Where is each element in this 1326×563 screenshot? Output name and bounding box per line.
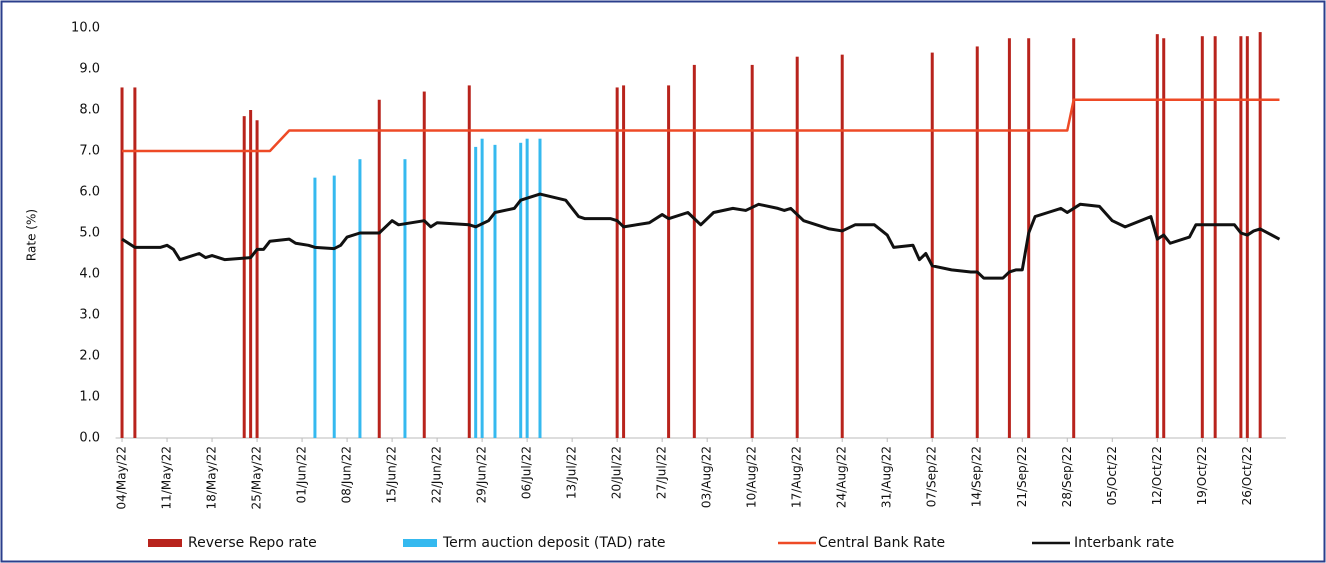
y-tick-label: 1.0 <box>79 390 100 405</box>
bar <box>750 64 754 439</box>
bar <box>840 54 844 439</box>
x-tick-label: 19/Oct/22 <box>1195 446 1209 505</box>
bar <box>358 159 362 438</box>
x-tick-label: 29/Jun/22 <box>475 446 489 503</box>
y-tick-label: 9.0 <box>79 62 100 77</box>
y-tick-label: 2.0 <box>79 349 100 364</box>
bar <box>795 56 799 438</box>
bar <box>249 110 253 438</box>
legend-label: Term auction deposit (TAD) rate <box>442 535 666 551</box>
bar <box>692 64 696 439</box>
x-tick-label: 08/Jun/22 <box>340 446 354 503</box>
legend-label: Reverse Repo rate <box>188 535 317 551</box>
x-tick-label: 13/Jul/22 <box>565 446 579 499</box>
y-tick-label: 10.0 <box>71 21 100 36</box>
x-tick-label: 14/Sep/22 <box>970 446 984 507</box>
bar <box>480 138 484 438</box>
bar <box>377 99 381 438</box>
bar <box>667 85 671 439</box>
x-tick-label: 27/Jul/22 <box>655 446 669 499</box>
x-tick-label: 26/Oct/22 <box>1240 446 1254 505</box>
bar <box>255 120 259 438</box>
legend-label: Central Bank Rate <box>818 535 945 551</box>
y-tick-label: 5.0 <box>79 226 100 241</box>
x-tick-label: 03/Aug/22 <box>700 446 714 508</box>
y-axis-label: Rate (%) <box>25 209 39 261</box>
bar <box>403 159 407 438</box>
bar <box>519 142 523 439</box>
legend-swatch <box>403 539 437 547</box>
x-tick-label: 22/Jun/22 <box>430 446 444 503</box>
x-tick-label: 17/Aug/22 <box>790 446 804 508</box>
x-tick-label: 07/Sep/22 <box>925 446 939 507</box>
bar <box>538 138 542 438</box>
bar <box>493 144 497 438</box>
bar <box>422 91 426 439</box>
y-tick-label: 7.0 <box>79 144 100 159</box>
bar <box>313 177 317 438</box>
legend-label: Interbank rate <box>1074 535 1174 551</box>
bar <box>332 175 336 438</box>
bar <box>1258 32 1262 438</box>
bar <box>615 87 619 438</box>
bar <box>1007 38 1011 438</box>
bar <box>1239 36 1243 438</box>
x-tick-label: 20/Jul/22 <box>610 446 624 499</box>
x-tick-label: 05/Oct/22 <box>1105 446 1119 505</box>
y-tick-label: 6.0 <box>79 185 100 200</box>
bar <box>133 87 137 438</box>
x-tick-label: 31/Aug/22 <box>880 446 894 508</box>
x-tick-label: 04/May/22 <box>115 446 129 509</box>
bar <box>1162 38 1166 438</box>
bar <box>930 52 934 438</box>
bar <box>1072 38 1076 438</box>
bar <box>622 85 626 439</box>
x-tick-label: 11/May/22 <box>160 446 174 509</box>
y-tick-label: 8.0 <box>79 103 100 118</box>
bar <box>525 138 529 438</box>
line <box>121 192 1281 280</box>
legend-swatch <box>148 539 182 547</box>
x-tick-label: 24/Aug/22 <box>835 446 849 508</box>
x-tick-label: 06/Jul/22 <box>520 446 534 499</box>
y-tick-label: 3.0 <box>79 308 100 323</box>
x-tick-label: 10/Aug/22 <box>745 446 759 508</box>
bar <box>120 87 124 438</box>
x-tick-label: 25/May/22 <box>250 446 264 509</box>
bar <box>1200 36 1204 438</box>
x-tick-label: 18/May/22 <box>205 446 219 509</box>
bar <box>467 85 471 439</box>
bar <box>474 146 478 438</box>
x-tick-label: 12/Oct/22 <box>1150 446 1164 505</box>
bar <box>975 46 979 438</box>
bar <box>1213 36 1217 438</box>
x-tick-label: 15/Jun/22 <box>385 446 399 503</box>
bar <box>1245 36 1249 438</box>
y-tick-label: 4.0 <box>79 267 100 282</box>
line <box>122 98 1280 153</box>
bar <box>242 116 246 439</box>
x-tick-label: 28/Sep/22 <box>1060 446 1074 507</box>
x-tick-label: 01/Jun/22 <box>295 446 309 503</box>
x-tick-label: 21/Sep/22 <box>1015 446 1029 507</box>
y-tick-label: 0.0 <box>79 431 100 446</box>
